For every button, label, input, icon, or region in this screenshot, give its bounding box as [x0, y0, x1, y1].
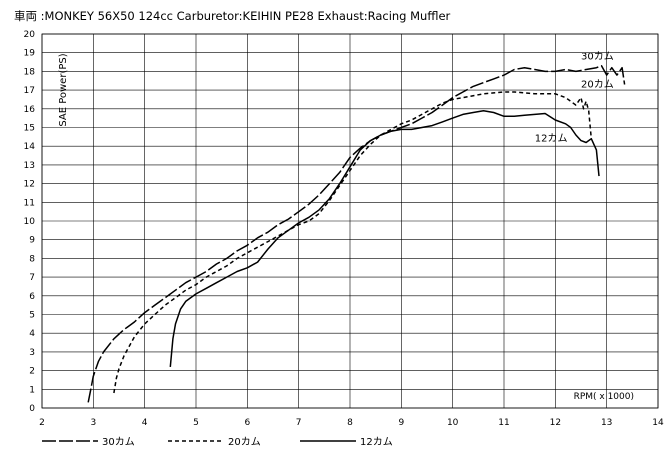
x-tick-label: 6: [244, 418, 250, 428]
legend-label: 30カム: [102, 436, 135, 448]
series-line: [113, 91, 593, 394]
x-tick-label: 11: [498, 418, 509, 428]
x-axis-label: RPM( x 1000): [574, 392, 634, 402]
x-tick-label: 3: [90, 418, 96, 428]
x-tick-label: 13: [601, 418, 612, 428]
series-line: [87, 65, 626, 403]
y-tick-label: 20: [24, 30, 36, 40]
x-tick-label: 10: [447, 418, 459, 428]
x-tick-label: 4: [142, 418, 148, 428]
y-tick-label: 19: [24, 49, 36, 59]
y-axis-label: SAE Power(PS): [58, 53, 69, 126]
y-tick-label: 6: [29, 292, 35, 302]
y-tick-label: 15: [24, 124, 35, 134]
grid: [41, 33, 659, 409]
y-tick-label: 17: [24, 86, 35, 96]
y-tick-label: 11: [24, 198, 35, 208]
y-tick-label: 2: [29, 367, 35, 377]
series-line: [169, 109, 600, 367]
annotations: 30カム 20カム 12カム: [535, 50, 614, 144]
y-tick-label: 0: [29, 404, 35, 414]
plot-frame: [41, 33, 659, 409]
x-tick-label: 2: [39, 418, 45, 428]
y-tick-label: 16: [24, 105, 36, 115]
tick-labels: 2 3 4 5 6 7 8 9 10 11 12 13 140123456789101112131415…: [24, 30, 664, 428]
y-tick-label: 8: [29, 254, 35, 264]
y-tick-label: 3: [29, 348, 35, 358]
x-tick-label: 9: [398, 418, 404, 428]
y-tick-label: 5: [29, 311, 35, 321]
x-tick-label: 8: [347, 418, 353, 428]
y-tick-label: 14: [24, 142, 36, 152]
legend: 30カム 20カム 12カム: [42, 436, 393, 448]
series-annotation: 12カム: [535, 133, 568, 145]
series-annotation: 20カム: [581, 78, 614, 90]
y-tick-label: 4: [29, 329, 35, 339]
chart-title: 車両 :MONKEY 56X50 124cc Carburetor:KEIHIN…: [14, 9, 451, 23]
y-tick-label: 10: [24, 217, 36, 227]
y-tick-label: 18: [24, 67, 36, 77]
series-lines: [87, 65, 626, 403]
x-tick-label: 12: [550, 418, 561, 428]
x-tick-label: 5: [193, 418, 199, 428]
x-tick-label: 7: [296, 418, 302, 428]
legend-label: 12カム: [360, 436, 393, 448]
series-annotation: 30カム: [581, 50, 614, 62]
x-tick-label: 14: [652, 418, 664, 428]
y-tick-label: 1: [29, 385, 35, 395]
y-tick-label: 13: [24, 161, 35, 171]
y-tick-label: 9: [29, 236, 35, 246]
y-tick-label: 7: [29, 273, 35, 283]
legend-label: 20カム: [228, 436, 261, 448]
y-tick-label: 12: [24, 180, 35, 190]
